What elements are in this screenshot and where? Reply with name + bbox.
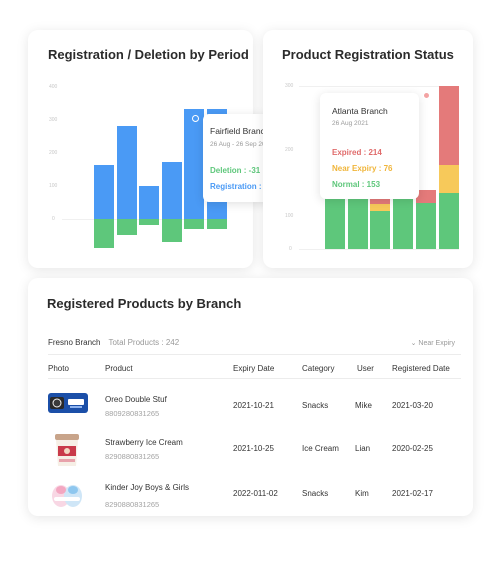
- deletion-bar[interactable]: [161, 219, 182, 242]
- chevron-down-icon: ⌄: [410, 340, 417, 347]
- bar-pin-icon[interactable]: [423, 92, 430, 99]
- oreo-product-photo: [48, 393, 88, 413]
- product-name: Strawberry Ice Cream: [105, 438, 183, 447]
- category: Snacks: [302, 489, 329, 498]
- expiry-date: 2021-10-25: [233, 444, 274, 453]
- tooltip-registration: Registration : 325: [210, 182, 278, 191]
- column-header: Product: [105, 364, 133, 373]
- column-header: Category: [302, 364, 335, 373]
- registration-bar[interactable]: [161, 162, 182, 219]
- gridline: [299, 86, 459, 87]
- product-barcode: 8290880831265: [105, 452, 160, 461]
- deletion-bar[interactable]: [94, 219, 114, 248]
- column-header: Photo: [48, 364, 69, 373]
- registered-date: 2021-03-20: [392, 401, 433, 410]
- tooltip-title: Fairfield Branch: [210, 126, 270, 136]
- expired-bar[interactable]: [415, 190, 436, 203]
- kinder-joy-product-photo: [52, 485, 82, 507]
- product-name: Oreo Double Stuf: [105, 395, 167, 404]
- near-expiry-filter[interactable]: ⌄ Near Expiry: [411, 339, 455, 347]
- bar-pin-icon[interactable]: [192, 115, 199, 122]
- user: Mike: [355, 401, 372, 410]
- expired-bar[interactable]: [438, 86, 459, 165]
- y-tick: 200: [49, 150, 58, 156]
- divider: [48, 354, 461, 355]
- y-tick: 300: [285, 83, 294, 89]
- card-title: Registered Products by Branch: [47, 296, 242, 311]
- atlanta-tooltip: Atlanta Branch 26 Aug 2021 Expired : 214…: [320, 93, 419, 199]
- products-card: Registered Products by Branch Fresno Bra…: [28, 278, 473, 516]
- column-header: User: [357, 364, 374, 373]
- registration-bar[interactable]: [116, 125, 137, 219]
- total-products: Total Products : 242: [108, 338, 180, 347]
- y-tick: 100: [49, 183, 58, 189]
- deletion-bar[interactable]: [184, 219, 204, 230]
- product-barcode: 8290880831265: [105, 500, 160, 509]
- normal-bar[interactable]: [347, 192, 368, 249]
- product-name: Kinder Joy Boys & Girls: [105, 483, 190, 492]
- baseline: [299, 249, 459, 250]
- registered-date: 2020-02-25: [392, 444, 433, 453]
- divider: [48, 378, 461, 379]
- registration-bar[interactable]: [94, 164, 114, 219]
- filter-label: Near Expiry: [418, 340, 455, 347]
- registration-bar[interactable]: [139, 185, 159, 219]
- column-header: Expiry Date: [233, 364, 275, 373]
- category: Snacks: [302, 401, 329, 410]
- tooltip-normal: Normal : 153: [332, 180, 381, 189]
- category: Ice Cream: [302, 444, 339, 453]
- tooltip-date: 26 Aug - 26 Sep 2021: [210, 141, 273, 148]
- expiry-date: 2022-011-02: [233, 489, 278, 498]
- tooltip-expired: Expired : 214: [332, 148, 382, 157]
- y-tick: 400: [49, 84, 58, 90]
- deletion-bar[interactable]: [206, 219, 227, 230]
- tooltip-deletion: Deletion : -31: [210, 166, 261, 175]
- deletion-bar[interactable]: [116, 219, 137, 236]
- normal-bar[interactable]: [393, 193, 414, 249]
- user: Kim: [355, 489, 369, 498]
- branch-summary: Fresno Branch Total Products : 242: [48, 338, 179, 347]
- registration-bar[interactable]: [184, 109, 204, 219]
- near-expiry-bar[interactable]: [438, 164, 459, 193]
- y-tick: 100: [285, 213, 294, 219]
- product-barcode: 8809280831265: [105, 409, 160, 418]
- y-tick: 300: [49, 117, 58, 123]
- tooltip-date: 26 Aug 2021: [332, 120, 369, 127]
- expiry-date: 2021-10-21: [233, 401, 274, 410]
- y-tick: 0: [289, 246, 292, 252]
- normal-bar[interactable]: [438, 192, 459, 249]
- tooltip-title: Atlanta Branch: [332, 106, 388, 116]
- baseline: [62, 219, 212, 220]
- card-title: Registration / Deletion by Period: [48, 47, 249, 62]
- registration-status-card: Product Registration Status 300 200 100 …: [263, 30, 473, 268]
- branch-name[interactable]: Fresno Branch: [48, 338, 101, 347]
- near-expiry-bar[interactable]: [370, 204, 391, 212]
- normal-bar[interactable]: [415, 203, 436, 249]
- ice-cream-product-photo: [55, 434, 79, 466]
- y-tick: 200: [285, 147, 294, 153]
- card-title: Product Registration Status: [282, 47, 454, 62]
- registered-date: 2021-02-17: [392, 489, 433, 498]
- tooltip-near-expiry: Near Expiry : 76: [332, 164, 393, 173]
- normal-bar[interactable]: [325, 192, 345, 249]
- user: Lian: [355, 444, 371, 453]
- deletion-bar[interactable]: [139, 219, 159, 226]
- column-header: Registered Date: [392, 364, 450, 373]
- y-tick: 0: [52, 216, 55, 222]
- registration-deletion-card: Registration / Deletion by Period 400 30…: [28, 30, 306, 268]
- normal-bar[interactable]: [370, 211, 391, 249]
